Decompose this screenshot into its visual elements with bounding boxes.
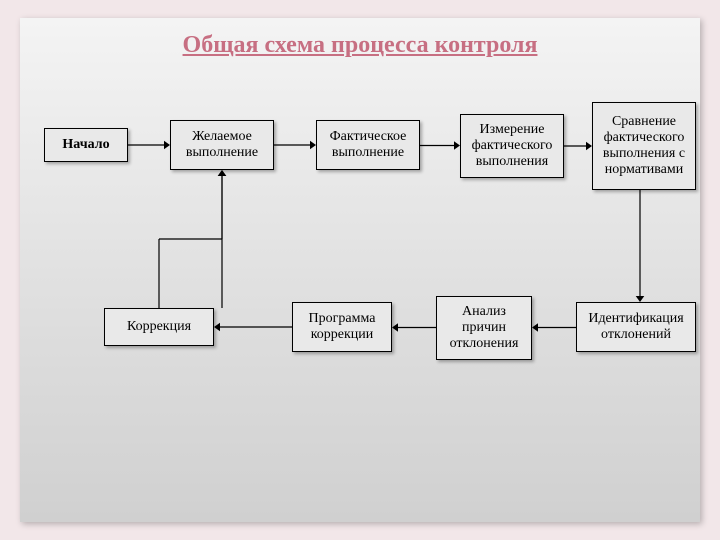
flowchart-node: Анализ причин отклонения xyxy=(436,296,532,360)
flowchart-node: Идентификация отклонений xyxy=(576,302,696,352)
flowchart-node: Коррекция xyxy=(104,308,214,346)
flowchart-node: Желаемое выполнение xyxy=(170,120,274,170)
page-background: Общая схема процесса контроля НачалоЖела… xyxy=(0,0,720,540)
flowchart-node: Начало xyxy=(44,128,128,162)
flowchart-node: Программа коррекции xyxy=(292,302,392,352)
flowchart-node: Измерение фактического выполнения xyxy=(460,114,564,178)
flowchart-node: Фактическое выполнение xyxy=(316,120,420,170)
flowchart-edges xyxy=(20,18,700,522)
slide-card: Общая схема процесса контроля НачалоЖела… xyxy=(20,18,700,522)
flowchart-node: Сравнение фактического выполнения с норм… xyxy=(592,102,696,190)
diagram-stage: Начало Желаемое выполнение Фактическое вып… xyxy=(20,18,700,522)
